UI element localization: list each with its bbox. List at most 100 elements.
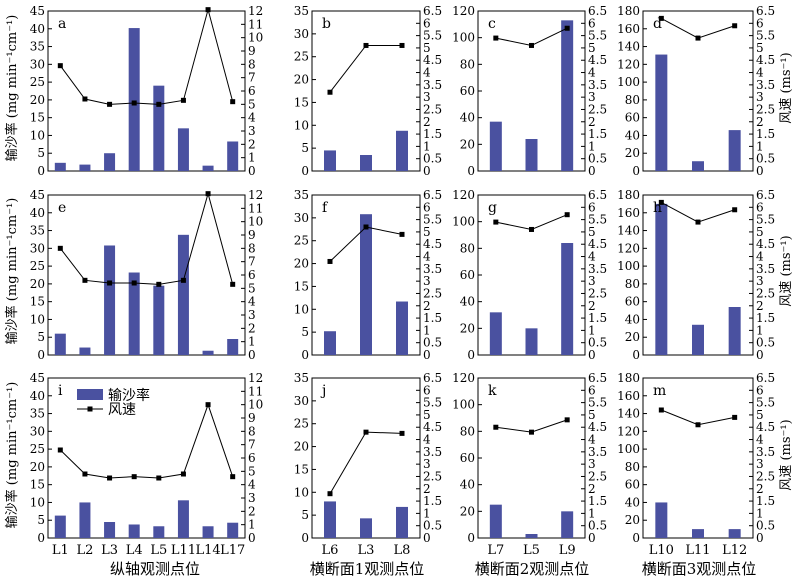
- left-tick-label: 180: [617, 371, 640, 385]
- wind-point-L6: [327, 89, 333, 95]
- left-tick-label: 40: [460, 478, 475, 492]
- bar-L10: [655, 203, 668, 355]
- right-tick-label: 4: [588, 433, 596, 447]
- right-tick-label: 5: [588, 408, 596, 422]
- wind-point-L7: [493, 219, 499, 225]
- right-tick-label: 4: [423, 66, 431, 80]
- right-tick-label: 3.5: [588, 445, 607, 459]
- left-ylabel-row3: 输沙率 (mg min⁻¹cm⁻¹): [4, 382, 20, 529]
- right-tick-label: 11: [248, 384, 263, 398]
- right-tick-label: 4: [423, 250, 431, 264]
- right-tick-label: 1: [588, 139, 596, 153]
- left-tick-label: 0: [301, 164, 309, 178]
- wind-point-L5: [529, 42, 534, 48]
- left-tick-label: 0: [37, 164, 45, 178]
- wind-point-L8: [399, 430, 405, 436]
- wind-point-L10: [658, 407, 664, 413]
- left-tick-label: 20: [294, 73, 309, 87]
- left-tick-label: 160: [617, 22, 640, 36]
- right-tick-label: 6.5: [588, 371, 607, 385]
- wind-point-L5: [156, 475, 162, 481]
- left-tick-label: 35: [30, 40, 45, 54]
- bar-L1: [54, 515, 66, 538]
- bar-L5: [153, 85, 165, 171]
- bar-L2: [79, 164, 91, 171]
- bar-L8: [396, 301, 408, 355]
- right-tick-label: 1.5: [756, 311, 775, 325]
- x-tick-label: L3: [358, 543, 375, 558]
- right-tick-label: 12: [248, 371, 263, 385]
- x-tick-label: L6: [322, 543, 339, 558]
- wind-point-L12: [732, 414, 738, 420]
- right-tick-label: 4: [248, 478, 256, 492]
- left-tick-label: 40: [460, 295, 475, 309]
- right-tick-label: 5: [588, 41, 596, 55]
- right-tick-label: 2: [756, 299, 764, 313]
- bar-L12: [728, 307, 741, 355]
- legend-bar-label: 输沙率: [108, 387, 150, 404]
- left-tick-label: 140: [617, 224, 640, 238]
- panel-f: 0510152025303500.511.522.533.544.555.566…: [294, 188, 442, 362]
- right-tick-label: 2: [756, 482, 764, 496]
- x-tick-label: L17: [220, 543, 245, 558]
- wind-point-L5: [529, 226, 534, 232]
- right-tick-label: 6: [423, 200, 431, 214]
- right-tick-label: 1: [756, 506, 764, 520]
- wind-speed-line: [495, 27, 568, 46]
- right-tick-label: 0: [588, 348, 596, 362]
- right-tick-label: 2: [588, 299, 596, 313]
- right-tick-label: 2: [588, 482, 596, 496]
- right-tick-label: 6.5: [423, 4, 442, 18]
- right-tick-label: 5: [248, 464, 256, 478]
- left-tick-label: 45: [30, 371, 45, 385]
- right-tick-label: 4.5: [423, 53, 442, 67]
- bar-L11: [692, 529, 704, 538]
- left-tick-label: 25: [30, 442, 45, 456]
- bar-L9: [561, 243, 574, 355]
- right-tick-label: 7: [248, 438, 256, 452]
- left-tick-label: 120: [617, 57, 640, 71]
- wind-point-L11: [695, 219, 701, 225]
- right-tick-label: 6: [423, 16, 431, 30]
- right-tick-label: 0: [248, 164, 256, 178]
- wind-point-L17: [230, 99, 236, 105]
- x-tick-label: L7: [487, 543, 504, 558]
- left-tick-label: 160: [617, 389, 640, 403]
- wind-point-L11: [695, 35, 701, 41]
- left-tick-label: 120: [452, 371, 475, 385]
- right-tick-label: 1: [248, 335, 256, 349]
- right-tick-label: 4: [248, 111, 256, 125]
- left-tick-label: 15: [30, 111, 45, 125]
- right-tick-label: 6.5: [588, 4, 607, 18]
- right-tick-label: 3: [588, 457, 596, 471]
- right-tick-label: 0: [423, 348, 431, 362]
- wind-point-L4: [131, 474, 137, 480]
- bar-L11: [177, 128, 189, 171]
- bar-L9: [561, 20, 574, 172]
- bar-L11: [177, 500, 189, 538]
- right-tick-label: 6: [756, 16, 764, 30]
- x-tick-label: L3: [101, 543, 118, 558]
- bar-L6: [324, 150, 336, 171]
- right-tick-label: 0.5: [588, 519, 607, 533]
- left-tick-label: 20: [625, 330, 640, 344]
- right-tick-label: 3.5: [423, 262, 442, 276]
- bar-L3: [360, 155, 372, 171]
- right-tick-label: 7: [248, 255, 256, 269]
- wind-point-L8: [399, 231, 405, 237]
- bar-L5: [525, 139, 538, 171]
- left-tick-label: 10: [30, 128, 45, 142]
- right-tick-label: 6: [423, 383, 431, 397]
- left-tick-label: 80: [460, 424, 475, 438]
- right-tick-label: 3.5: [423, 78, 442, 92]
- left-tick-label: 180: [617, 188, 640, 202]
- right-tick-label: 4.5: [756, 237, 775, 251]
- left-tick-label: 5: [301, 325, 309, 339]
- left-tick-label: 5: [301, 508, 309, 522]
- xlabel-transect-1: 横断面1观测点位: [310, 560, 425, 578]
- x-tick-label: L9: [559, 543, 576, 558]
- panel-k: 02040608010012000.511.522.533.544.555.56…: [452, 371, 607, 558]
- left-tick-label: 0: [467, 348, 475, 362]
- left-tick-label: 80: [460, 241, 475, 255]
